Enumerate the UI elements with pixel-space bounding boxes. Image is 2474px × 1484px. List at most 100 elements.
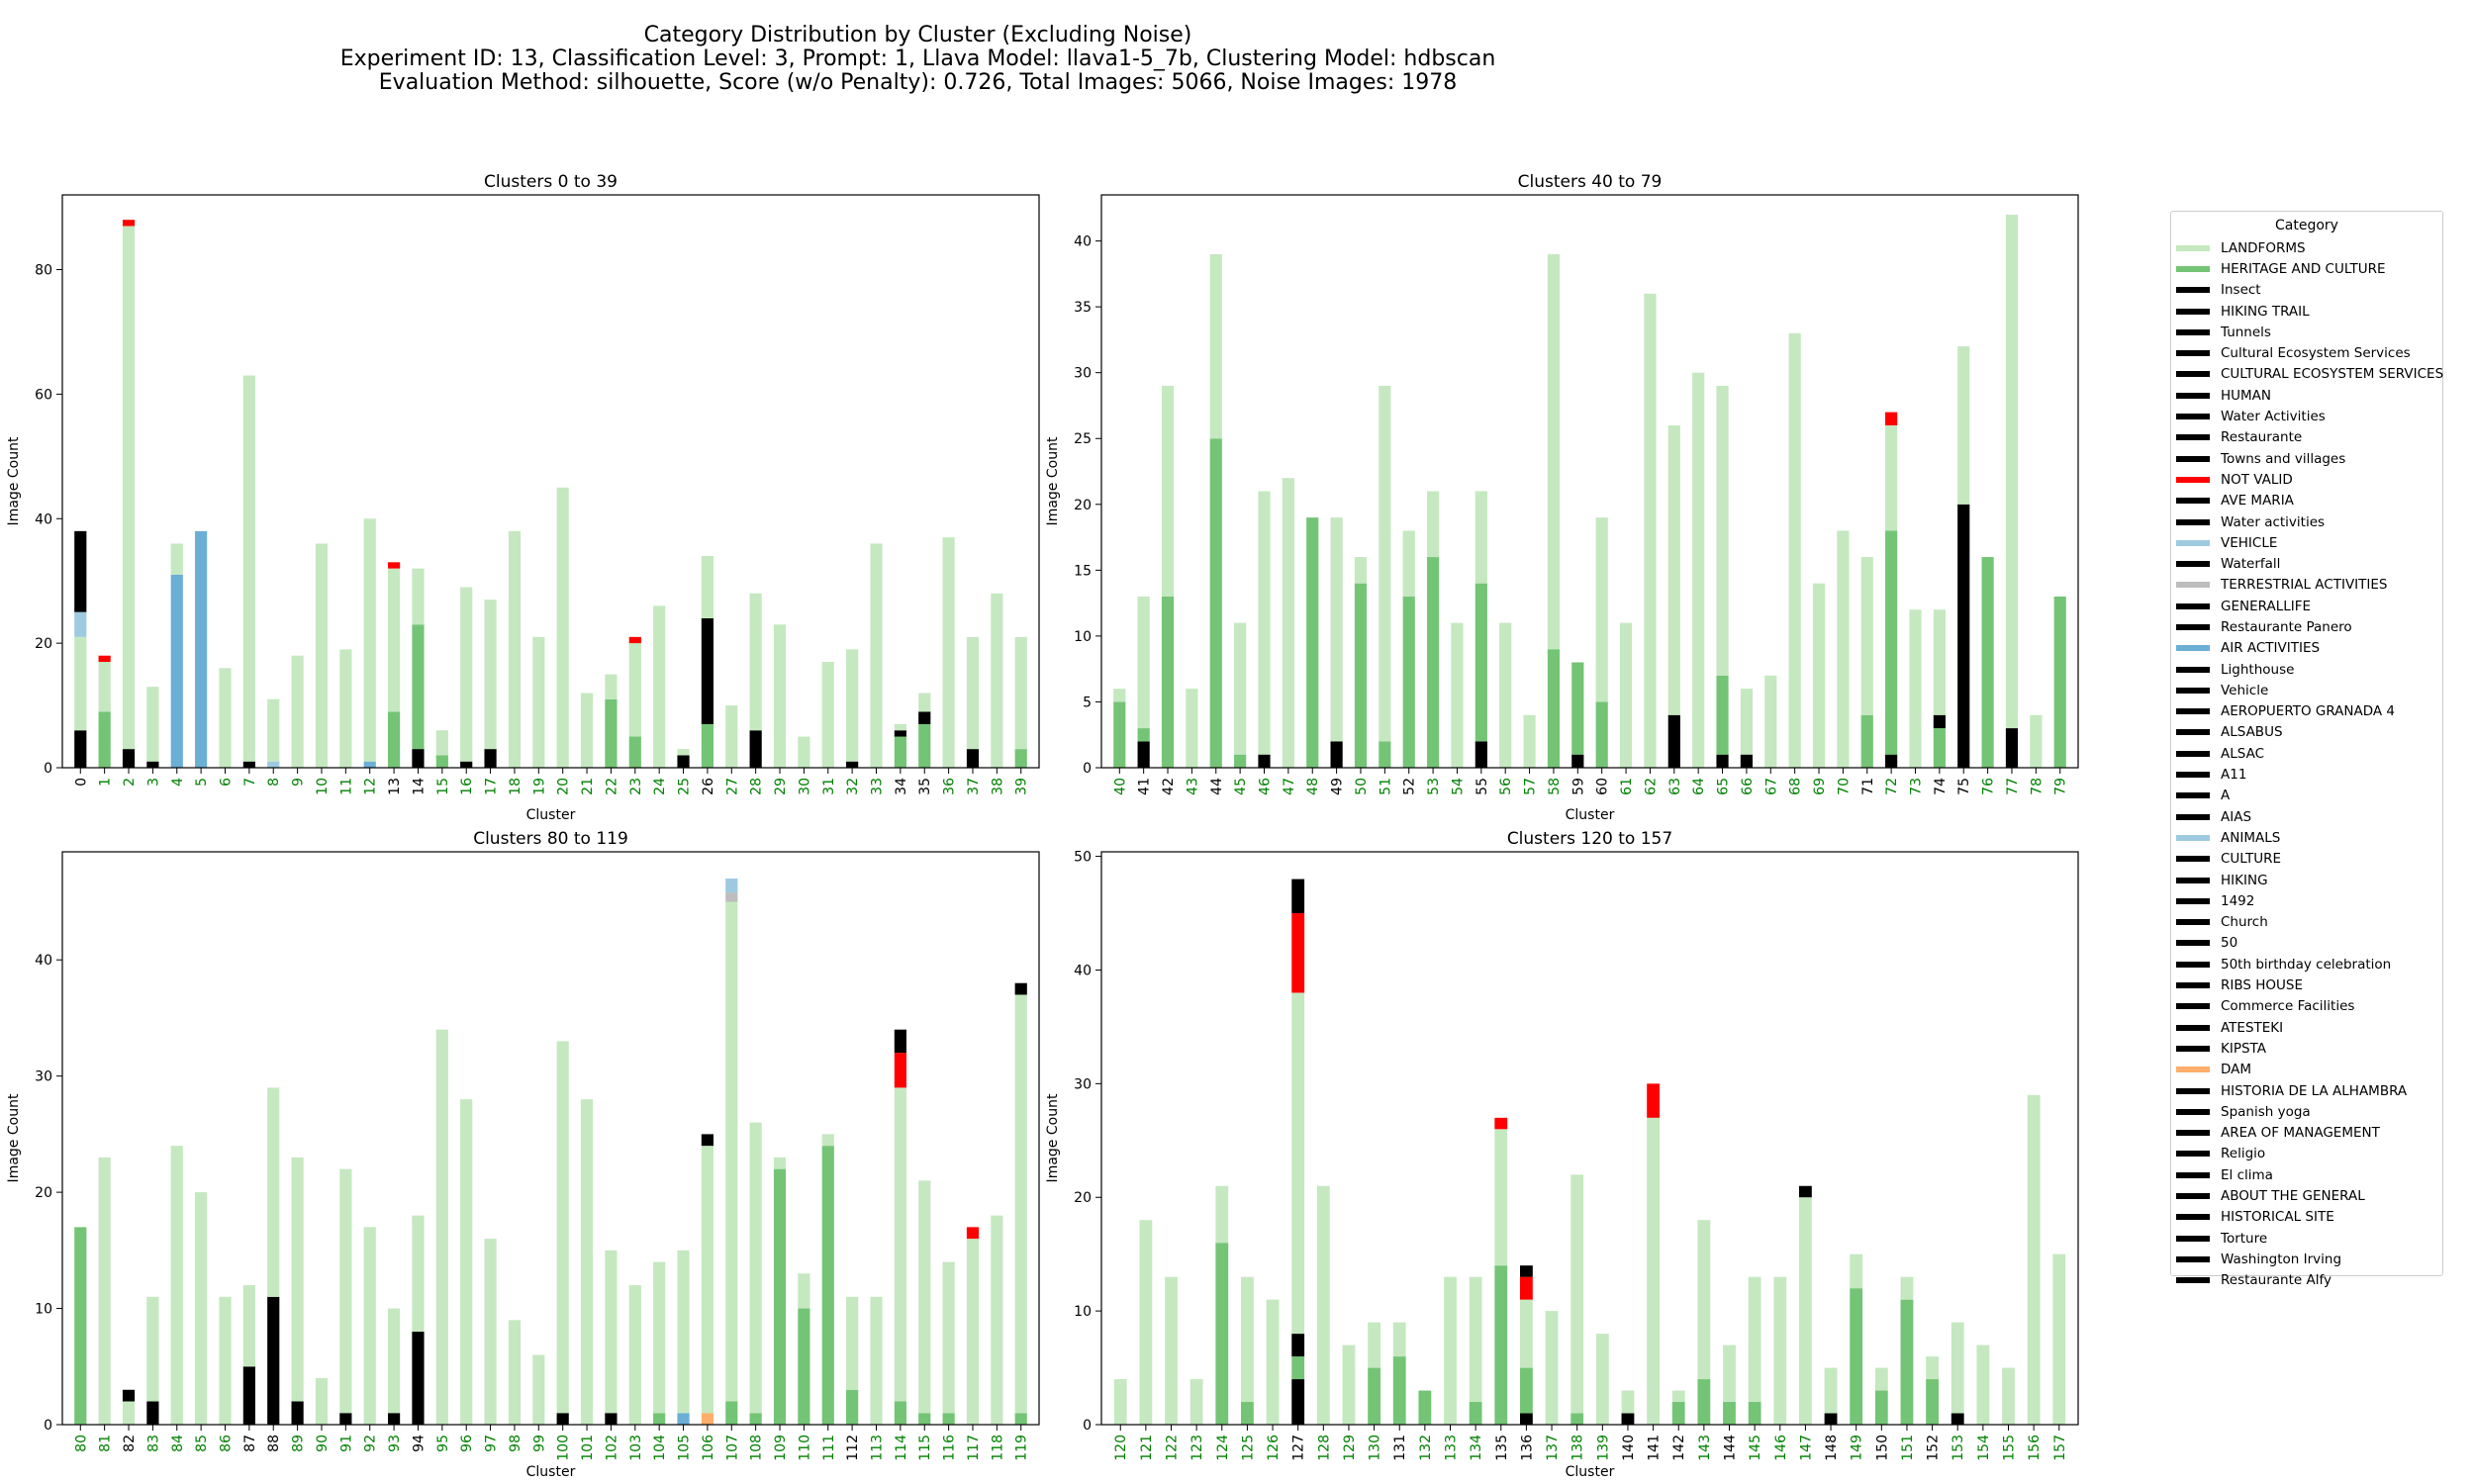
bar-segment <box>195 530 208 768</box>
bar-segment <box>1748 1276 1761 1403</box>
bar-segment <box>1595 701 1608 768</box>
bar-segment <box>1716 754 1729 768</box>
x-tick-label: 7 <box>242 778 258 787</box>
bar-segment <box>1824 1413 1838 1425</box>
legend-item: VEHICLE <box>2171 532 2442 553</box>
bar-segment <box>749 1122 762 1414</box>
legend-swatch <box>2176 582 2210 589</box>
legend-item: AVE MARIA <box>2171 491 2442 511</box>
legend-label: AIAS <box>2221 808 2252 825</box>
bar-segment <box>412 1332 425 1425</box>
bar-segment <box>725 901 738 1402</box>
bar-segment <box>580 693 594 768</box>
y-tick-label: 10 <box>35 1302 52 1318</box>
x-tick-label: 124 <box>1215 1435 1231 1461</box>
legend-item: Commerce Facilities <box>2171 996 2442 1017</box>
legend-label: Water Activities <box>2221 409 2326 425</box>
x-tick-label: 25 <box>677 778 693 795</box>
y-tick-label: 50 <box>1074 850 1092 866</box>
x-tick-label: 132 <box>1418 1435 1434 1461</box>
legend-label: Commerce Facilities <box>2221 998 2355 1015</box>
legend-item: El clima <box>2171 1164 2442 1185</box>
bar-segment <box>1330 517 1343 742</box>
x-tick-label: 84 <box>170 1435 186 1452</box>
y-tick-label: 25 <box>1074 431 1092 447</box>
legend: Category LANDFORMS HERITAGE AND CULTURE In… <box>2170 211 2444 1288</box>
x-tick-label: 39 <box>1014 778 1030 795</box>
legend-item: Water activities <box>2171 511 2442 532</box>
bar-segment <box>605 1250 618 1414</box>
y-tick-label: 0 <box>1083 761 1092 777</box>
y-tick-label: 20 <box>1074 498 1092 513</box>
bar-segment <box>122 1401 136 1425</box>
x-tick-label: 123 <box>1189 1435 1205 1461</box>
legend-label: Church <box>2221 914 2268 931</box>
legend-label: Restaurante Panero <box>2221 618 2352 635</box>
bar-segment <box>677 1250 690 1414</box>
x-tick-label: 75 <box>1956 778 1972 795</box>
legend-label: Water activities <box>2221 513 2326 530</box>
x-tick-label: 27 <box>724 778 740 795</box>
x-tick-label: 108 <box>749 1435 765 1461</box>
bar-segment <box>98 662 111 712</box>
legend-item: Cultural Ecosystem Services <box>2171 342 2442 363</box>
bar-segment <box>1113 689 1126 702</box>
bar-segment <box>556 487 569 768</box>
x-tick-label: 137 <box>1545 1435 1561 1461</box>
bar-segment <box>1595 1334 1609 1425</box>
bar-segment <box>1716 675 1729 755</box>
legend-label: ANIMALS <box>2221 829 2281 846</box>
legend-item: KIPSTA <box>2171 1038 2442 1059</box>
x-tick-label: 143 <box>1697 1435 1713 1461</box>
legend-label: ABOUT THE GENERAL <box>2221 1188 2365 1204</box>
x-tick-label: 120 <box>1113 1435 1129 1461</box>
x-tick-label: 16 <box>459 778 475 795</box>
legend-item: HUMAN <box>2171 385 2442 406</box>
legend-item: ALSAC <box>2171 743 2442 764</box>
bar-segment <box>1113 701 1126 768</box>
legend-label: HISTORIA DE LA ALHAMBRA <box>2221 1082 2408 1099</box>
x-tick-label: 57 <box>1523 778 1539 795</box>
bar-segment <box>219 1296 232 1425</box>
bar-segment <box>98 655 111 663</box>
bar-segment <box>1379 741 1391 768</box>
bar-segment <box>870 543 883 768</box>
bar-segment <box>2002 1367 2015 1425</box>
y-tick-label: 0 <box>44 761 52 777</box>
legend-swatch <box>2176 1193 2210 1199</box>
legend-swatch <box>2176 729 2210 736</box>
x-tick-label: 31 <box>821 778 837 795</box>
bar-segment <box>2053 596 2066 768</box>
bar-segment <box>846 649 859 762</box>
bar-segment <box>1139 1220 1153 1425</box>
legend-swatch <box>2176 350 2210 357</box>
legend-label: Restaurante Alfy <box>2221 1272 2331 1289</box>
legend-swatch <box>2176 561 2210 568</box>
x-tick-label: 22 <box>604 778 619 795</box>
x-tick-label: 60 <box>1595 778 1611 795</box>
x-tick-label: 64 <box>1691 778 1707 795</box>
x-tick-label: 145 <box>1748 1435 1763 1461</box>
legend-swatch <box>2176 1255 2210 1262</box>
x-tick-label: 126 <box>1266 1435 1282 1461</box>
legend-item: Church <box>2171 912 2442 933</box>
legend-label: HISTORICAL SITE <box>2221 1209 2334 1226</box>
legend-label: CULTURAL ECOSYSTEM SERVICES <box>2221 366 2444 383</box>
x-tick-label: 119 <box>1014 1435 1030 1461</box>
x-tick-label: 29 <box>773 778 789 795</box>
legend-item: GENERALLIFE <box>2171 596 2442 616</box>
x-tick-label: 77 <box>2005 778 2021 795</box>
bar-segment <box>412 749 425 768</box>
x-tick-label: 125 <box>1240 1435 1256 1461</box>
x-tick-label: 151 <box>1900 1435 1916 1461</box>
x-tick-label: 8 <box>266 778 282 787</box>
y-axis-label: Image Count <box>1045 436 1061 525</box>
bar-segment <box>1137 741 1150 768</box>
legend-label: 1492 <box>2221 892 2255 909</box>
bar-segment <box>846 1389 859 1425</box>
x-tick-label: 92 <box>363 1435 379 1452</box>
x-tick-label: 58 <box>1547 778 1563 795</box>
chart-panel: Clusters 120 to 157 0 10 20 30 40 50 120 121 122 1… <box>1045 829 2079 1480</box>
legend-item: Towns and villages <box>2171 448 2442 469</box>
x-tick-label: 105 <box>677 1435 693 1461</box>
